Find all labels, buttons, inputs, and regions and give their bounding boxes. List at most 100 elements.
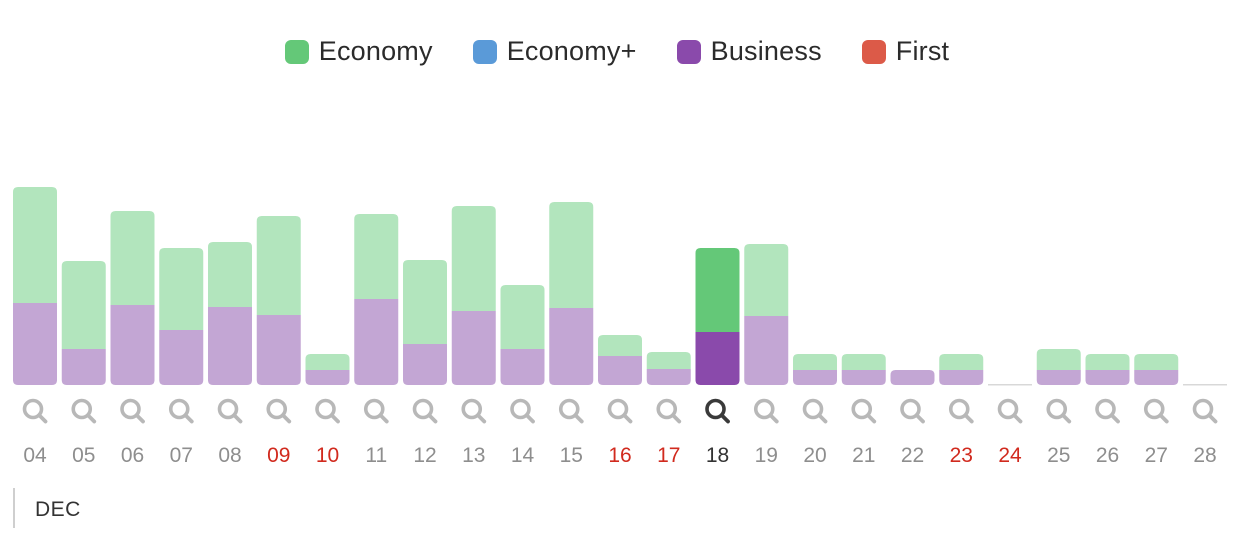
bar-group-25[interactable]: 25 bbox=[1036, 349, 1081, 467]
bar-economy-18 bbox=[695, 248, 740, 332]
legend-swatch-first bbox=[861, 39, 886, 64]
bar-economy-23 bbox=[939, 354, 984, 370]
search-icon[interactable] bbox=[120, 398, 145, 424]
legend-item-economy[interactable]: Economy bbox=[284, 36, 433, 67]
bar-business-15 bbox=[549, 308, 594, 385]
search-icon[interactable] bbox=[1143, 398, 1169, 424]
bar-economy-13 bbox=[451, 206, 496, 311]
bar-economy-15 bbox=[549, 202, 594, 308]
bar-economy-09 bbox=[256, 216, 301, 315]
legend-label-first: First bbox=[895, 36, 950, 66]
search-icon[interactable] bbox=[900, 398, 925, 424]
search-icon[interactable] bbox=[412, 398, 438, 424]
bar-business-09 bbox=[256, 315, 301, 385]
bar-empty-24 bbox=[988, 384, 1032, 386]
search-icon[interactable] bbox=[315, 398, 340, 424]
day-label-13: 13 bbox=[462, 444, 485, 467]
bar-group-09[interactable]: 09 bbox=[256, 216, 301, 467]
bar-group-18[interactable]: 18 bbox=[695, 248, 740, 467]
search-icon[interactable] bbox=[22, 398, 48, 424]
search-icon[interactable] bbox=[705, 398, 730, 424]
bar-business-12 bbox=[403, 344, 447, 385]
search-icon[interactable] bbox=[656, 398, 682, 424]
search-icon[interactable] bbox=[607, 398, 633, 424]
legend-swatch-economy bbox=[284, 39, 309, 64]
bar-group-10[interactable]: 10 bbox=[305, 354, 350, 467]
bar-group-24[interactable]: 24 bbox=[988, 384, 1032, 467]
day-label-07: 07 bbox=[170, 444, 193, 467]
bar-group-13[interactable]: 13 bbox=[451, 206, 496, 467]
search-icon[interactable] bbox=[363, 398, 389, 424]
bar-group-11[interactable]: 11 bbox=[354, 214, 399, 467]
bar-economy-11 bbox=[354, 214, 399, 299]
bar-group-15[interactable]: 15 bbox=[549, 202, 594, 467]
search-icon[interactable] bbox=[1095, 398, 1120, 424]
bar-economy-14 bbox=[500, 285, 545, 349]
search-icon[interactable] bbox=[997, 398, 1023, 424]
day-label-26: 26 bbox=[1096, 444, 1119, 467]
day-label-10: 10 bbox=[316, 444, 339, 467]
search-icon[interactable] bbox=[461, 398, 487, 424]
day-label-05: 05 bbox=[72, 444, 95, 467]
search-icon[interactable] bbox=[851, 398, 877, 424]
legend-label-business: Business bbox=[710, 36, 822, 66]
search-icon[interactable] bbox=[753, 398, 779, 424]
bar-group-05[interactable]: 05 bbox=[61, 261, 106, 467]
search-icon[interactable] bbox=[71, 398, 97, 424]
bar-business-10 bbox=[305, 370, 350, 385]
bar-group-14[interactable]: 14 bbox=[500, 285, 545, 467]
bar-group-07[interactable]: 07 bbox=[159, 248, 204, 467]
month-label: DEC bbox=[35, 498, 81, 521]
day-label-12: 12 bbox=[413, 444, 436, 467]
legend-item-first[interactable]: First bbox=[861, 36, 950, 67]
day-label-21: 21 bbox=[852, 444, 875, 467]
search-icon[interactable] bbox=[510, 398, 535, 424]
legend-item-economy-plus[interactable]: Economy+ bbox=[472, 36, 637, 67]
day-label-08: 08 bbox=[218, 444, 241, 467]
bar-economy-08 bbox=[208, 242, 252, 307]
bar-group-16[interactable]: 16 bbox=[598, 335, 642, 467]
bar-economy-25 bbox=[1036, 349, 1081, 370]
bar-group-04[interactable]: 04 bbox=[13, 187, 57, 467]
bar-business-05 bbox=[61, 349, 106, 385]
bar-group-12[interactable]: 12 bbox=[403, 260, 447, 467]
search-icon[interactable] bbox=[266, 398, 292, 424]
bar-business-23 bbox=[939, 370, 984, 385]
day-label-16: 16 bbox=[608, 444, 631, 467]
bar-empty-28 bbox=[1183, 384, 1227, 386]
bar-group-08[interactable]: 08 bbox=[208, 242, 252, 467]
search-icon[interactable] bbox=[558, 398, 584, 424]
search-icon[interactable] bbox=[802, 398, 828, 424]
bar-business-04 bbox=[13, 303, 57, 385]
bar-economy-27 bbox=[1134, 354, 1179, 370]
bar-group-21[interactable]: 21 bbox=[841, 354, 886, 467]
search-icon[interactable] bbox=[948, 398, 974, 424]
bar-business-17 bbox=[646, 369, 691, 385]
search-icon[interactable] bbox=[217, 398, 243, 424]
bar-group-28[interactable]: 28 bbox=[1183, 384, 1227, 467]
bar-economy-10 bbox=[305, 354, 350, 370]
search-icon[interactable] bbox=[168, 398, 194, 424]
bar-group-06[interactable]: 06 bbox=[110, 211, 155, 467]
bar-group-20[interactable]: 20 bbox=[793, 354, 837, 467]
bar-group-17[interactable]: 17 bbox=[646, 352, 691, 467]
bar-business-20 bbox=[793, 370, 837, 385]
bar-economy-21 bbox=[841, 354, 886, 370]
bar-economy-12 bbox=[403, 260, 447, 344]
search-icon[interactable] bbox=[1046, 398, 1072, 424]
bar-economy-20 bbox=[793, 354, 837, 370]
day-label-04: 04 bbox=[23, 444, 47, 467]
bar-group-23[interactable]: 23 bbox=[939, 354, 984, 467]
bar-group-22[interactable]: 22 bbox=[890, 370, 935, 467]
bar-group-19[interactable]: 19 bbox=[744, 244, 789, 467]
legend-label-economy: Economy bbox=[318, 36, 433, 66]
search-icon[interactable] bbox=[1192, 398, 1218, 424]
bar-group-26[interactable]: 26 bbox=[1085, 354, 1130, 467]
bar-business-21 bbox=[841, 370, 886, 385]
day-label-14: 14 bbox=[511, 444, 535, 467]
bar-group-27[interactable]: 27 bbox=[1134, 354, 1179, 467]
legend-item-business[interactable]: Business bbox=[676, 36, 822, 67]
day-label-15: 15 bbox=[560, 444, 583, 467]
bar-economy-07 bbox=[159, 248, 204, 330]
day-label-11: 11 bbox=[365, 444, 387, 467]
